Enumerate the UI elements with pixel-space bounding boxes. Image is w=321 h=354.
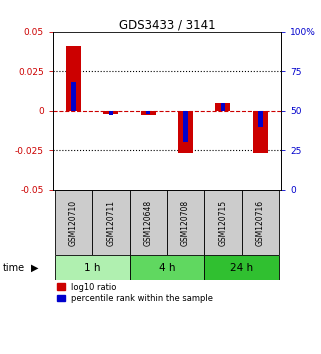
Text: 1 h: 1 h — [84, 263, 100, 273]
Bar — [253, 111, 268, 153]
Bar — [242, 190, 279, 255]
Bar — [71, 82, 76, 111]
Text: GSM120708: GSM120708 — [181, 199, 190, 246]
Bar — [146, 111, 151, 114]
Text: GSM120715: GSM120715 — [219, 199, 228, 246]
Text: 24 h: 24 h — [230, 263, 253, 273]
Text: ▶: ▶ — [30, 263, 38, 273]
Bar — [167, 190, 204, 255]
Bar — [92, 190, 130, 255]
Text: GSM120716: GSM120716 — [256, 199, 265, 246]
Text: GSM120648: GSM120648 — [144, 199, 153, 246]
Bar — [141, 111, 156, 115]
Text: time: time — [3, 263, 25, 273]
Bar — [55, 190, 92, 255]
Text: GSM120710: GSM120710 — [69, 199, 78, 246]
Text: GSM120711: GSM120711 — [106, 200, 115, 246]
Bar — [178, 111, 193, 153]
Bar — [215, 103, 230, 111]
Bar — [221, 103, 225, 111]
Bar — [130, 190, 167, 255]
Bar — [130, 255, 204, 280]
Bar — [258, 111, 263, 126]
Title: GDS3433 / 3141: GDS3433 / 3141 — [118, 19, 215, 32]
Bar — [66, 46, 81, 111]
Bar — [204, 255, 279, 280]
Bar — [108, 111, 113, 115]
Legend: log10 ratio, percentile rank within the sample: log10 ratio, percentile rank within the … — [57, 283, 213, 303]
Bar — [55, 255, 130, 280]
Bar — [103, 111, 118, 114]
Text: 4 h: 4 h — [159, 263, 175, 273]
Bar — [183, 111, 188, 142]
Bar — [204, 190, 242, 255]
